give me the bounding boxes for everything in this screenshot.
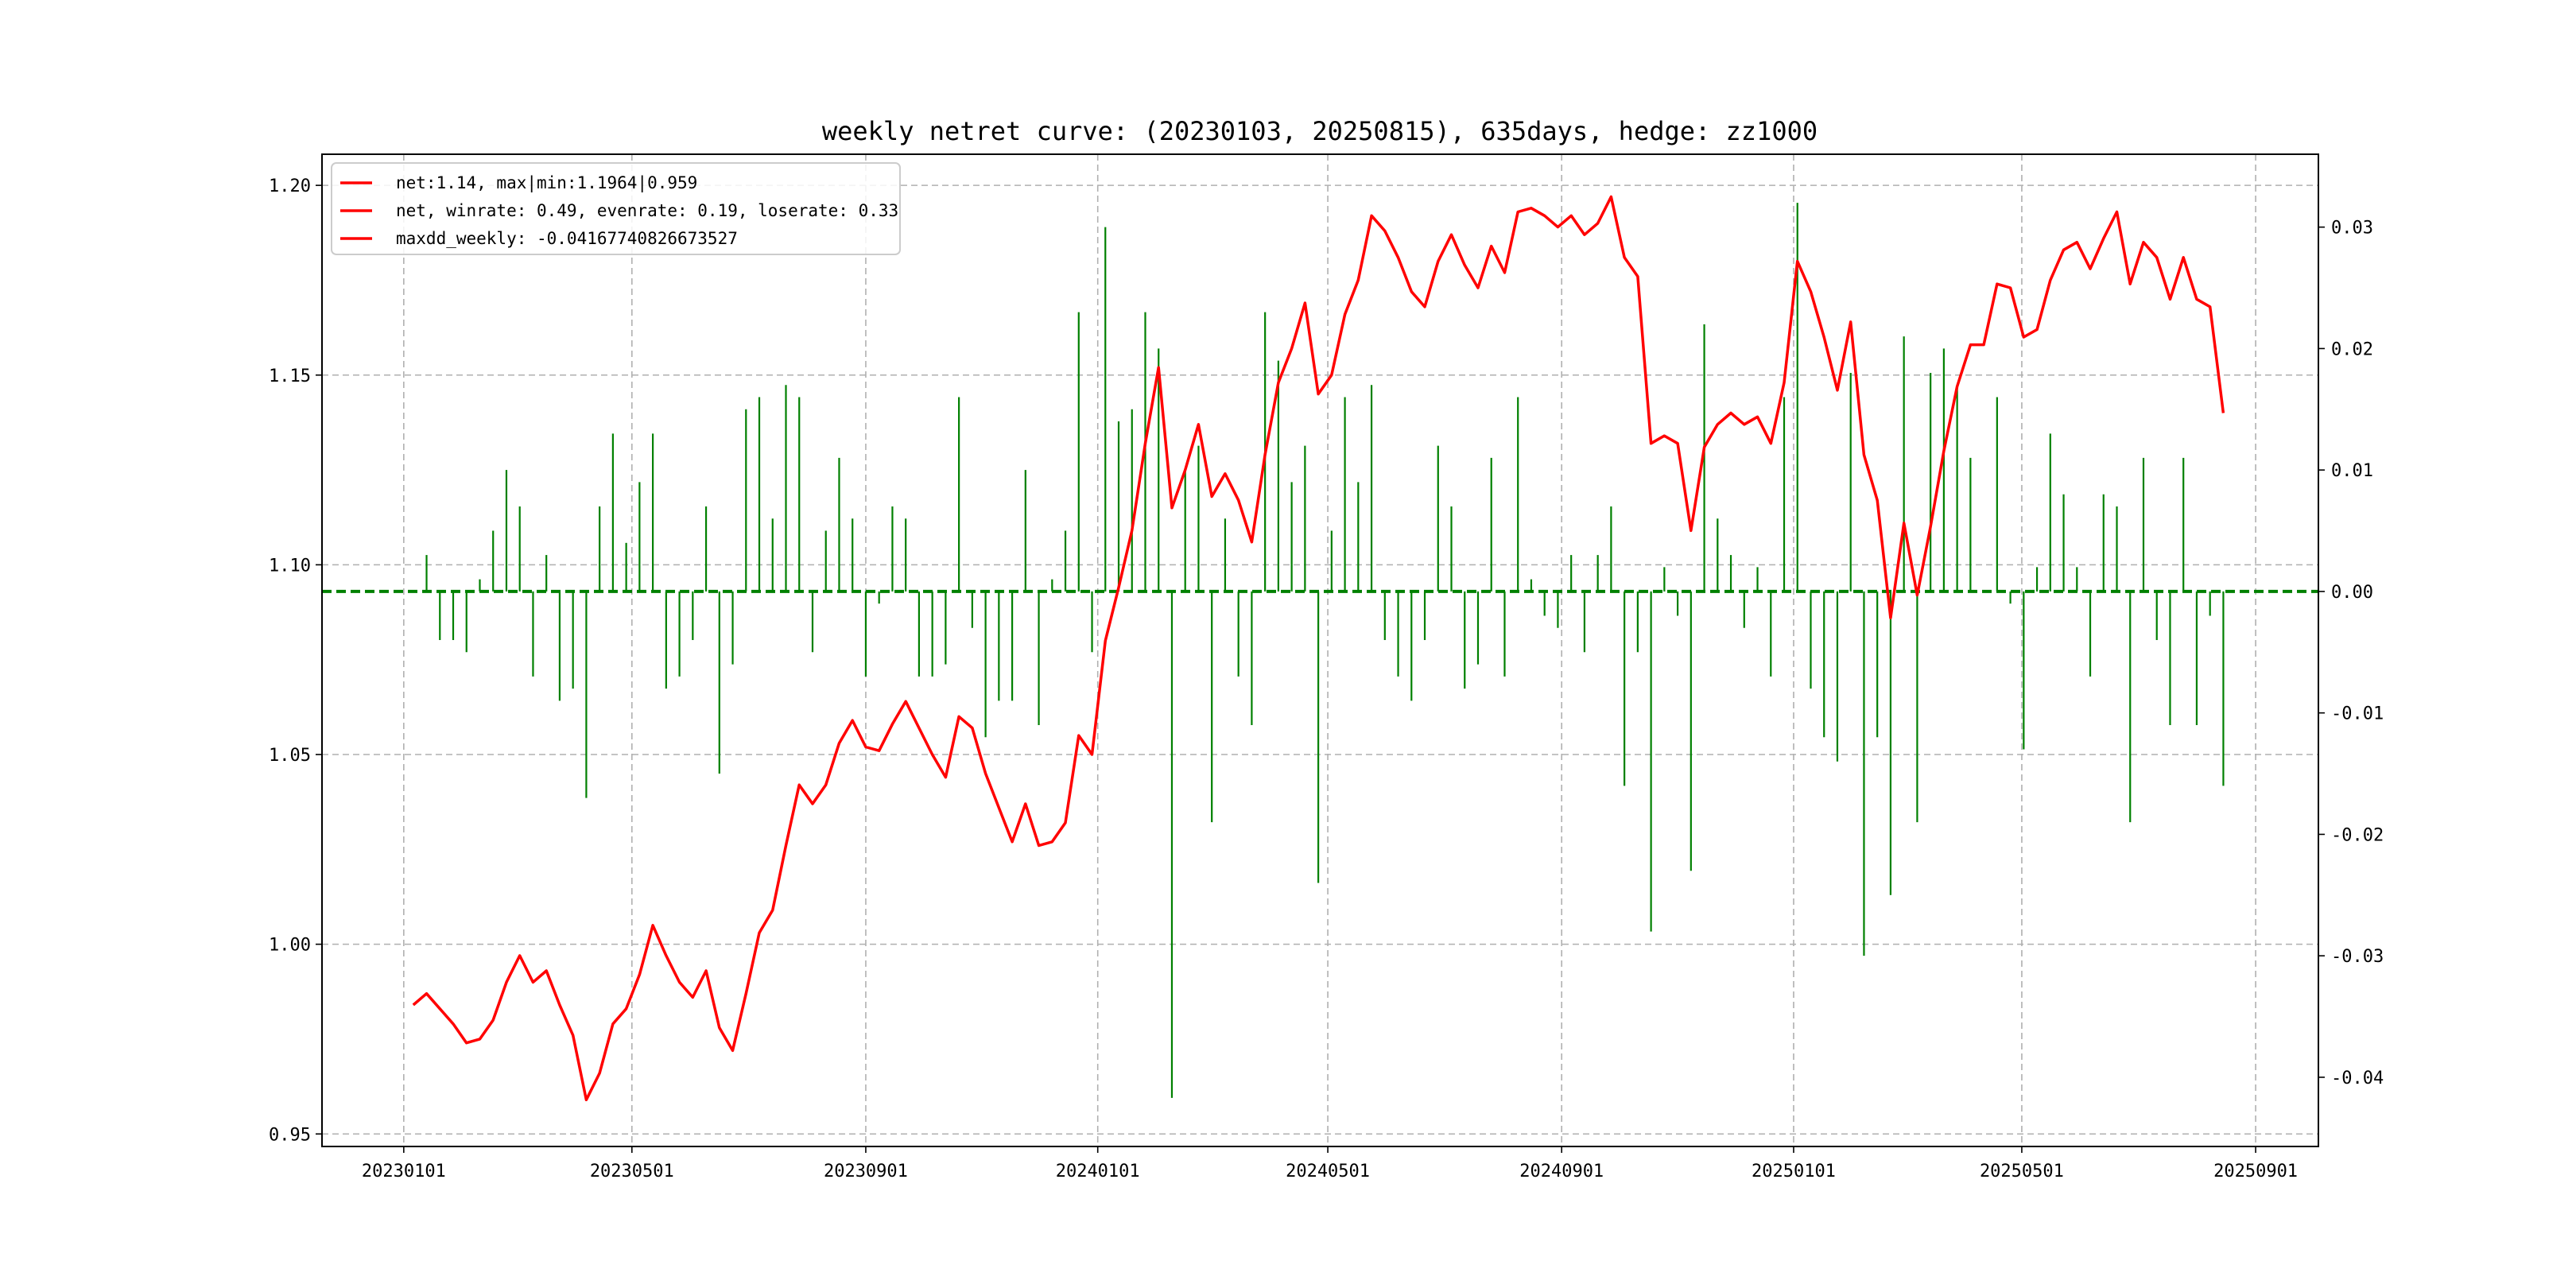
right-y-tick-label: -0.02 [2331, 825, 2384, 845]
legend-entry: net:1.14, max|min:1.1964|0.959 [396, 173, 697, 193]
legend-box [331, 162, 901, 255]
right-y-tick-label: 0.02 [2331, 339, 2373, 359]
x-tick-label: 20250101 [1752, 1162, 1836, 1181]
chart-title: weekly netret curve: (20230103, 20250815… [822, 116, 1818, 146]
legend-entry: net, winrate: 0.49, evenrate: 0.19, lose… [396, 201, 898, 220]
x-tick-label: 20230501 [590, 1162, 674, 1181]
left-y-tick-label: 1.00 [269, 936, 311, 956]
axes: 20230101 20230501 20230901 20240101 20240501… [269, 177, 2384, 1181]
weekly-bars [425, 203, 2225, 1098]
x-tick-label: 20240901 [1519, 1162, 1604, 1181]
x-tick-label: 20230101 [362, 1162, 446, 1181]
right-y-tick-label: 0.01 [2331, 461, 2373, 481]
right-y-tick-label: 0.00 [2331, 583, 2373, 603]
left-y-tick-label: 0.95 [269, 1125, 311, 1145]
x-tick-label: 20230901 [824, 1162, 908, 1181]
x-tick-label: 20250501 [1980, 1162, 2064, 1181]
right-y-tick-label: 0.03 [2331, 219, 2373, 239]
legend-entry: maxdd_weekly: -0.04167740826673527 [396, 229, 738, 248]
legend: net:1.14, max|min:1.1964|0.959 net, winr… [331, 162, 901, 255]
right-y-tick-label: -0.04 [2331, 1069, 2384, 1088]
left-y-tick-label: 1.15 [269, 367, 311, 386]
plot-frame [321, 153, 2319, 1147]
grid [322, 154, 2318, 1146]
x-tick-label: 20250901 [2213, 1162, 2298, 1181]
left-y-tick-label: 1.10 [269, 556, 311, 576]
left-y-tick-label: 1.20 [269, 177, 311, 196]
right-y-tick-label: -0.03 [2331, 947, 2384, 967]
net-line [412, 195, 2225, 1102]
right-y-tick-label: -0.01 [2331, 704, 2384, 724]
x-tick-label: 20240101 [1056, 1162, 1140, 1181]
left-y-tick-label: 1.05 [269, 746, 311, 766]
x-tick-label: 20240501 [1286, 1162, 1370, 1181]
